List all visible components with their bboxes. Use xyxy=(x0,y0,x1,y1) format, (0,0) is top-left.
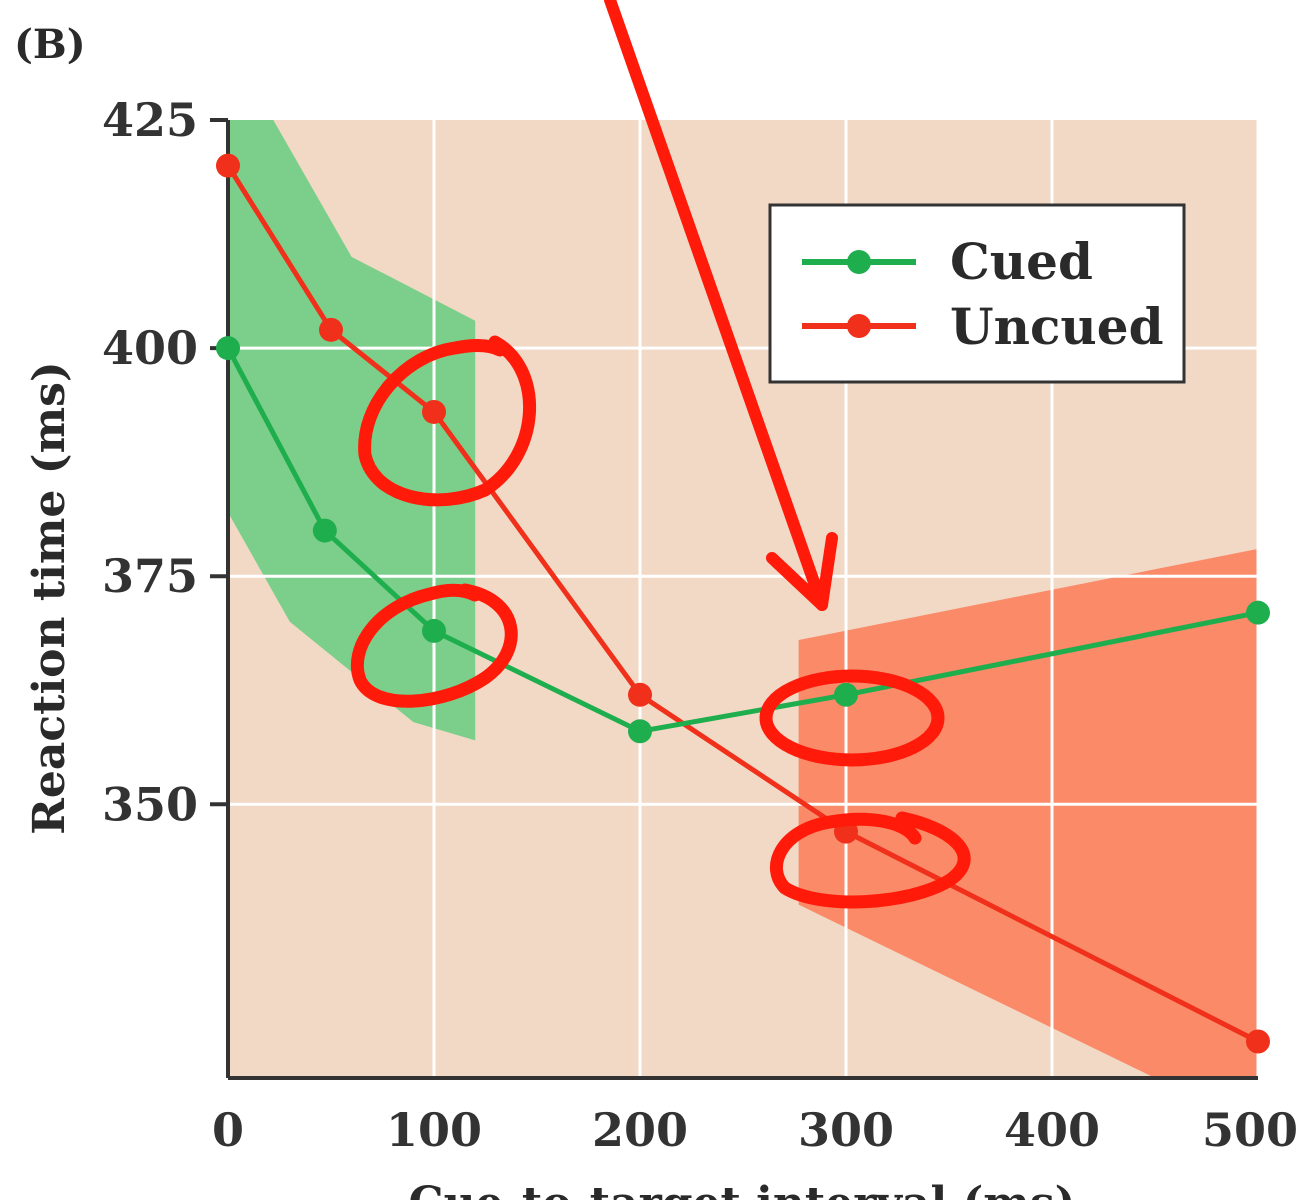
data-point-uncued xyxy=(628,682,652,707)
x-tick-label: 100 xyxy=(386,1103,482,1157)
data-series xyxy=(216,153,1270,1054)
legend: Cued Uncued xyxy=(768,203,1186,384)
y-tick-label: 350 xyxy=(102,777,198,831)
data-point-uncued xyxy=(216,153,240,178)
data-point-cued xyxy=(1246,600,1270,625)
annotation-arrow-head xyxy=(766,532,838,611)
series-line-cued xyxy=(225,346,1259,734)
legend-box xyxy=(768,203,1186,384)
annotation-circle-cued-300 xyxy=(759,669,945,767)
hand-drawn-annotations xyxy=(350,0,971,909)
legend-label-cued: Cued xyxy=(950,232,1093,291)
annotation-arrow-shaft xyxy=(604,0,828,611)
panel-label: (B) xyxy=(14,21,86,68)
data-point-cued xyxy=(216,336,240,361)
data-point-uncued xyxy=(422,399,446,424)
x-tick-label: 0 xyxy=(212,1103,244,1157)
data-point-cued xyxy=(834,682,858,707)
x-tick-label: 200 xyxy=(592,1103,688,1157)
legend-label-uncued: Uncued xyxy=(950,297,1164,356)
tick-labels: 350 375 400 425 0 100 200 300 400 500 xyxy=(102,93,1298,1157)
y-tick-label: 375 xyxy=(102,549,198,603)
series-line-uncued xyxy=(225,164,1260,1044)
data-point-uncued xyxy=(319,317,343,342)
shade-cued xyxy=(228,120,476,741)
data-point-uncued xyxy=(1246,1029,1270,1054)
annotation-circle-cued-100 xyxy=(350,583,518,708)
data-point-cued xyxy=(312,518,337,543)
data-point-cued xyxy=(628,719,652,744)
x-axis-title: Cue-to-target interval (ms) xyxy=(409,1178,1076,1200)
annotation-circle-uncued-100 xyxy=(358,335,537,507)
y-axis-title: Reaction time (ms) xyxy=(24,361,75,834)
annotation-circle-uncued-300 xyxy=(769,811,971,909)
data-point-cued xyxy=(422,618,446,643)
y-tick-label: 425 xyxy=(102,93,198,147)
y-tick-label: 400 xyxy=(102,321,198,375)
x-tick-label: 300 xyxy=(798,1103,894,1157)
legend-marker-cued xyxy=(847,250,871,274)
x-tick-label: 400 xyxy=(1004,1103,1100,1157)
legend-marker-uncued xyxy=(847,314,871,338)
x-tick-label: 500 xyxy=(1202,1103,1298,1157)
axes xyxy=(210,118,1258,1080)
